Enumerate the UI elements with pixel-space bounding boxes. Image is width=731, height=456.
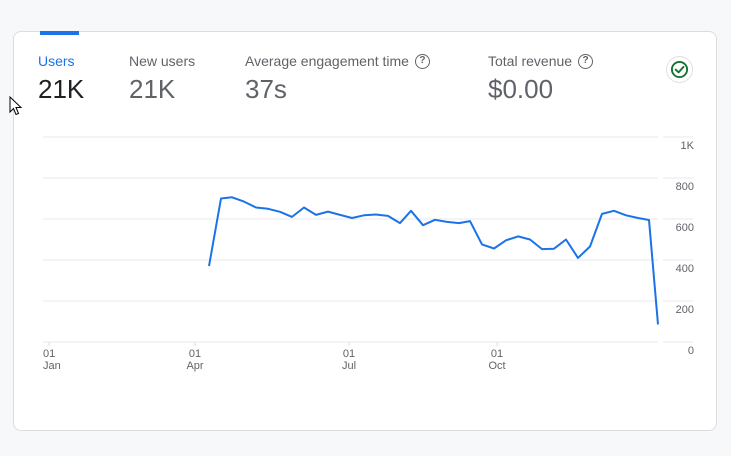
help-icon[interactable]: ? (414, 53, 430, 69)
metric-value: 37s (245, 74, 287, 104)
metric-label: Total revenue (488, 53, 573, 69)
metric-label: Average engagement time (245, 53, 409, 69)
metric-label: New users (129, 53, 196, 69)
help-icon[interactable]: ? (578, 53, 594, 69)
check-circle-icon (670, 60, 689, 79)
mouse-cursor-icon (9, 96, 23, 116)
metric-tab-average-engagement-time[interactable]: Average engagement time? 37s (245, 53, 430, 105)
metric-tab-new-users[interactable]: New users 21K (129, 53, 195, 105)
active-tab-indicator (40, 31, 79, 35)
metric-value: 21K (129, 74, 176, 104)
metric-tab-total-revenue[interactable]: Total revenue? $0.00 (488, 53, 594, 105)
metric-value: 21K (38, 74, 85, 104)
metric-value: $0.00 (488, 74, 554, 104)
metric-label: Users (38, 53, 75, 69)
metric-tab-users[interactable]: Users 21K (38, 53, 84, 105)
data-status-button[interactable] (666, 56, 693, 83)
